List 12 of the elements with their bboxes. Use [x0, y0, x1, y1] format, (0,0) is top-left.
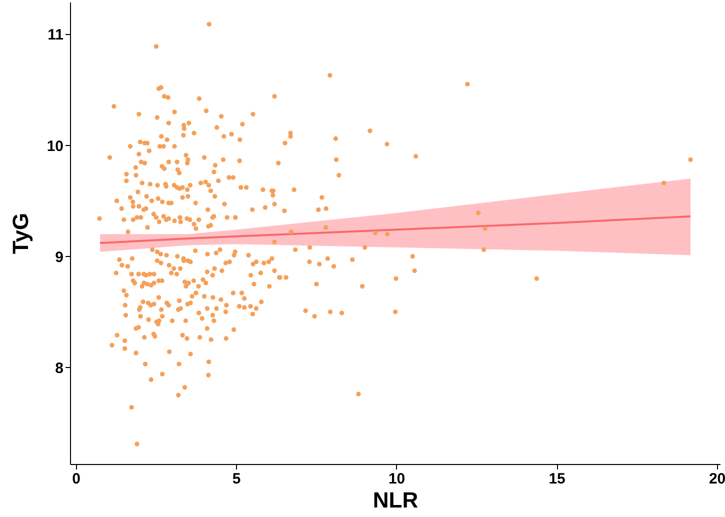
x-axis-title: NLR [372, 488, 418, 512]
y-tick-label: 8 [55, 360, 64, 377]
x-tick-label: 0 [72, 470, 80, 488]
y-tick-label: 10 [46, 138, 64, 155]
y-tick-label: 9 [55, 248, 64, 266]
y-axis-title: TyG [8, 212, 33, 254]
x-tick-label: 5 [232, 470, 241, 488]
y-tick-label: 11 [48, 26, 64, 44]
line-series [99, 215, 692, 244]
x-tick-label: 15 [548, 470, 566, 488]
x-tick-label: 20 [708, 470, 725, 488]
x-tick-label: 10 [388, 470, 406, 488]
